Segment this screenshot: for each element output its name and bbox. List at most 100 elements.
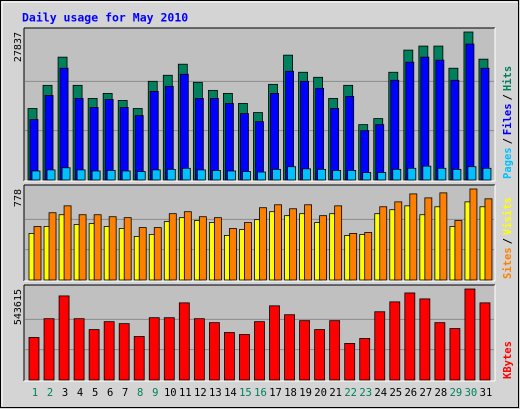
bar	[31, 170, 41, 181]
bar	[89, 107, 99, 181]
bar	[121, 170, 131, 181]
bar	[302, 168, 311, 181]
bar	[394, 201, 403, 281]
bar	[240, 113, 249, 181]
bar	[332, 170, 342, 181]
bar	[106, 170, 116, 181]
bar	[149, 90, 159, 181]
x-tick-label: 14	[224, 387, 237, 399]
bar	[196, 169, 206, 181]
bar	[43, 318, 55, 381]
bar	[108, 216, 117, 281]
bar	[285, 70, 294, 181]
legend-entry: KBytes	[502, 341, 514, 379]
bar	[409, 193, 418, 281]
bar	[345, 96, 355, 181]
bar	[103, 321, 115, 381]
bar	[300, 80, 309, 181]
bar	[419, 298, 431, 381]
x-tick-label: 13	[209, 387, 222, 399]
bar	[407, 167, 417, 181]
x-tick-label: 3	[62, 387, 68, 399]
bar	[439, 192, 448, 281]
legend-entry: Visits	[502, 197, 514, 235]
bar	[166, 168, 176, 181]
bar	[225, 103, 234, 181]
bar	[424, 197, 433, 281]
bar	[435, 59, 445, 181]
bar	[420, 56, 430, 181]
bar	[347, 170, 357, 181]
bar	[163, 317, 175, 381]
bar	[74, 98, 84, 181]
bar	[270, 93, 279, 181]
bar	[164, 85, 174, 181]
bar	[289, 208, 297, 281]
legend-entry: Sites	[502, 247, 514, 279]
x-tick-label: 21	[329, 387, 342, 399]
bar	[179, 73, 189, 181]
x-tick-label: 7	[122, 387, 128, 399]
bar	[389, 301, 401, 381]
bar	[314, 329, 326, 381]
bar	[334, 205, 343, 281]
x-tick-label: 8	[137, 387, 143, 399]
bar	[362, 172, 372, 181]
x-tick-label: 27	[420, 387, 433, 399]
legend-entry: Files	[502, 103, 514, 135]
bar	[450, 79, 460, 181]
bar	[317, 168, 327, 181]
bar	[136, 171, 146, 181]
bar	[153, 227, 162, 281]
bar	[374, 311, 386, 381]
bar	[405, 61, 415, 181]
bar	[58, 295, 70, 381]
bar	[272, 168, 281, 181]
bar	[148, 317, 160, 381]
bar	[44, 95, 54, 181]
bar	[364, 232, 373, 281]
bar	[482, 167, 492, 181]
legend-separator: /	[502, 94, 514, 100]
bar	[227, 170, 236, 181]
bar	[437, 167, 447, 181]
bar	[390, 79, 400, 181]
bar	[78, 214, 87, 281]
bar	[254, 321, 265, 381]
x-tick-label: 25	[389, 387, 402, 399]
legend: Sites / Visits	[502, 197, 514, 279]
bar	[63, 205, 72, 281]
chart-title: Daily usage for May 2010	[22, 11, 188, 25]
bar	[59, 67, 69, 181]
bar	[28, 337, 40, 381]
x-tick-label: 18	[284, 387, 297, 399]
x-tick-label: 11	[179, 387, 192, 399]
legend-entry: Pages	[502, 147, 514, 179]
x-tick-label: 10	[164, 387, 177, 399]
bar	[479, 302, 491, 381]
x-tick-label: 29	[450, 387, 463, 399]
legend-separator: /	[502, 238, 514, 244]
bar	[178, 302, 190, 381]
bar	[181, 167, 191, 181]
bar	[93, 214, 102, 281]
bar	[193, 318, 205, 381]
bar	[168, 213, 177, 281]
bar	[198, 216, 207, 281]
bar	[76, 169, 86, 181]
bar	[467, 166, 477, 181]
bar	[229, 228, 237, 281]
bar	[88, 329, 100, 381]
x-tick-label: 2	[47, 387, 53, 399]
bar	[239, 334, 250, 381]
x-tick-label: 30	[465, 387, 478, 399]
bar	[452, 168, 462, 181]
bar	[73, 318, 85, 381]
bar	[194, 98, 204, 181]
bar	[379, 206, 388, 281]
bar	[133, 336, 145, 381]
bar	[404, 292, 416, 381]
bar	[329, 320, 341, 381]
bar	[480, 67, 490, 181]
bar	[349, 233, 358, 281]
